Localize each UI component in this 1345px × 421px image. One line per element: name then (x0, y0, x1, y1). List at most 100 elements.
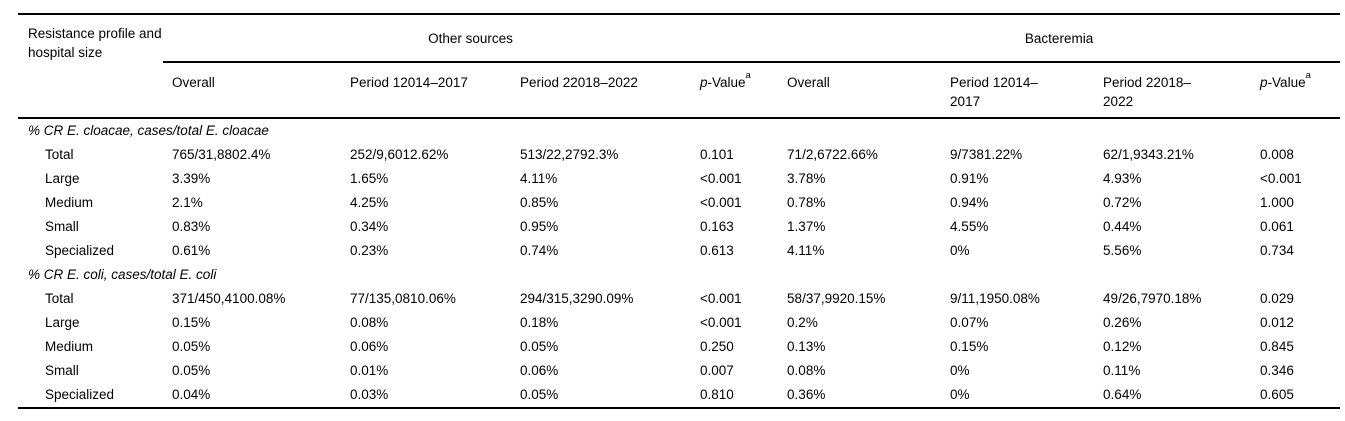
cell-os-overall: 3.39% (172, 171, 211, 186)
cell-b-period1: 0.15% (950, 339, 989, 354)
cell-b-overall: 1.37% (787, 219, 826, 234)
cell-b-period2: 0.26% (1103, 315, 1142, 330)
section-title: % CR E. coli, cases/total E. coli (28, 267, 217, 282)
pvalue-footnote-marker: a (745, 69, 751, 81)
cell-os-pvalue: 0.163 (700, 219, 734, 234)
table-row: Specialized 0.61% 0.23% 0.74% 0.613 4.11… (18, 239, 1340, 263)
cell-b-pvalue: 0.012 (1260, 315, 1294, 330)
cell-os-pvalue: <0.001 (700, 195, 742, 210)
cell-b-period2: 0.44% (1103, 219, 1142, 234)
cell-b-period1: 0% (941, 383, 1095, 409)
cell-b-period2: 49/26,7970.18% (1103, 291, 1202, 306)
cell-os-period2: 513/22,2792.3% (520, 147, 619, 162)
section-title: % CR E. cloacae, cases/total E. cloacae (28, 123, 269, 138)
column-header-os-overall: Overall (163, 62, 341, 119)
cell-os-overall: 0.05% (172, 339, 211, 354)
table-row: Large 3.39% 1.65% 4.11% <0.001 3.78% 0.9… (18, 167, 1340, 191)
cell-b-period1: 0.91% (950, 171, 989, 186)
table-row: Small 0.05% 0.01% 0.06% 0.007 0.08% 0% 0… (18, 359, 1340, 383)
row-label: Medium (45, 339, 94, 354)
cell-os-period1: 0.23% (350, 243, 389, 258)
cell-b-period1: 0% (950, 363, 970, 378)
table-row: Medium 0.05% 0.06% 0.05% 0.250 0.13% 0.1… (18, 335, 1340, 359)
column-header-b-period1-text: Period 12014–2017 (950, 75, 1038, 109)
resistance-profile-table: Resistance profile and hospital size Oth… (18, 13, 1341, 409)
table-row: Total 371/450,4100.08% 77/135,0810.06% 2… (18, 287, 1340, 311)
cell-os-period2: 0.74% (520, 243, 559, 258)
column-header-os-period2: Period 22018–2022 (511, 62, 691, 119)
cell-b-period1: 0% (950, 243, 970, 258)
cell-os-period1: 0.08% (350, 315, 389, 330)
pvalue-footnote-marker: a (1305, 69, 1311, 81)
cell-b-period2: 0.72% (1103, 195, 1142, 210)
cell-os-period1: 0.34% (350, 219, 389, 234)
cell-b-overall: 0.13% (787, 339, 826, 354)
cell-b-overall: 0.78% (787, 195, 826, 210)
cell-b-pvalue: 0.029 (1260, 291, 1294, 306)
row-label: Specialized (45, 243, 115, 258)
cell-os-pvalue: 0.101 (700, 147, 734, 162)
group-header-other-sources: Other sources (163, 13, 779, 63)
column-header-os-period1: Period 12014–2017 (341, 62, 511, 119)
cell-b-pvalue: 0.008 (1260, 147, 1294, 162)
row-label: Large (45, 315, 80, 330)
cell-os-period2: 0.95% (520, 219, 559, 234)
row-label: Small (45, 219, 79, 234)
row-label: Total (45, 147, 74, 162)
table-row: Large 0.15% 0.08% 0.18% <0.001 0.2% 0.07… (18, 311, 1340, 335)
cell-os-period1: 0.03% (341, 383, 511, 409)
cell-os-period2: 0.18% (520, 315, 559, 330)
cell-b-period1: 4.55% (950, 219, 989, 234)
cell-b-period1: 9/7381.22% (950, 147, 1023, 162)
cell-b-pvalue: 1.000 (1260, 195, 1294, 210)
cell-os-overall: 0.61% (172, 243, 211, 258)
cell-b-overall: 71/2,6722.66% (787, 147, 878, 162)
cell-os-overall: 0.15% (172, 315, 211, 330)
pvalue-text: -Value (707, 75, 746, 90)
cell-b-pvalue: <0.001 (1260, 171, 1302, 186)
cell-os-period2: 0.85% (520, 195, 559, 210)
column-header-b-pvalue: p-Valuea (1251, 62, 1341, 119)
row-label: Specialized (18, 383, 163, 409)
row-label: Small (45, 363, 79, 378)
cell-b-period2: 0.11% (1103, 363, 1141, 378)
cell-b-overall: 4.11% (787, 243, 825, 258)
cell-b-period2: 0.12% (1103, 339, 1142, 354)
cell-b-overall: 0.2% (787, 315, 818, 330)
cell-os-period2: 0.05% (511, 383, 691, 409)
column-header-b-period1: Period 12014–2017 (941, 62, 1095, 119)
cell-b-overall: 0.36% (778, 383, 942, 409)
cell-b-pvalue: 0.061 (1260, 219, 1294, 234)
column-header-b-period2-text: Period 22018–2022 (1103, 75, 1191, 109)
corner-header: Resistance profile and hospital size (18, 13, 163, 119)
table-row: Medium 2.1% 4.25% 0.85% <0.001 0.78% 0.9… (18, 191, 1340, 215)
cell-os-period2: 0.05% (520, 339, 559, 354)
cell-os-pvalue: 0.250 (700, 339, 734, 354)
cell-b-overall: 0.08% (787, 363, 826, 378)
cell-b-pvalue: 0.734 (1260, 243, 1294, 258)
cell-b-period1: 0.07% (950, 315, 989, 330)
cell-b-overall: 3.78% (787, 171, 826, 186)
section-title-row-cloacae: % CR E. cloacae, cases/total E. cloacae (18, 118, 1340, 143)
cell-os-pvalue: 0.613 (700, 243, 734, 258)
table-row: Total 765/31,8802.4% 252/9,6012.62% 513/… (18, 143, 1340, 167)
table-row: Small 0.83% 0.34% 0.95% 0.163 1.37% 4.55… (18, 215, 1340, 239)
cell-b-pvalue: 0.845 (1260, 339, 1294, 354)
cell-os-period1: 0.06% (350, 339, 389, 354)
cell-os-overall: 0.05% (172, 363, 211, 378)
cell-os-pvalue: <0.001 (700, 171, 742, 186)
group-header-row: Resistance profile and hospital size Oth… (18, 13, 1341, 119)
row-label: Total (45, 291, 74, 306)
cell-os-pvalue: <0.001 (700, 315, 742, 330)
cell-b-period2: 0.64% (1094, 383, 1252, 409)
cell-os-period1: 1.65% (350, 171, 389, 186)
pvalue-text: -Value (1267, 75, 1306, 90)
section-title-row-coli: % CR E. coli, cases/total E. coli (18, 263, 1340, 287)
cell-os-pvalue: 0.007 (700, 363, 734, 378)
cell-os-period1: 252/9,6012.62% (350, 147, 449, 162)
cell-os-period2: 0.06% (520, 363, 559, 378)
cell-b-pvalue: 0.605 (1251, 383, 1341, 409)
sub-header-row: Overall Period 12014–2017 Period 22018–2… (18, 62, 1341, 119)
cell-os-overall: 0.83% (172, 219, 211, 234)
cell-b-period1: 9/11,1950.08% (950, 291, 1040, 306)
